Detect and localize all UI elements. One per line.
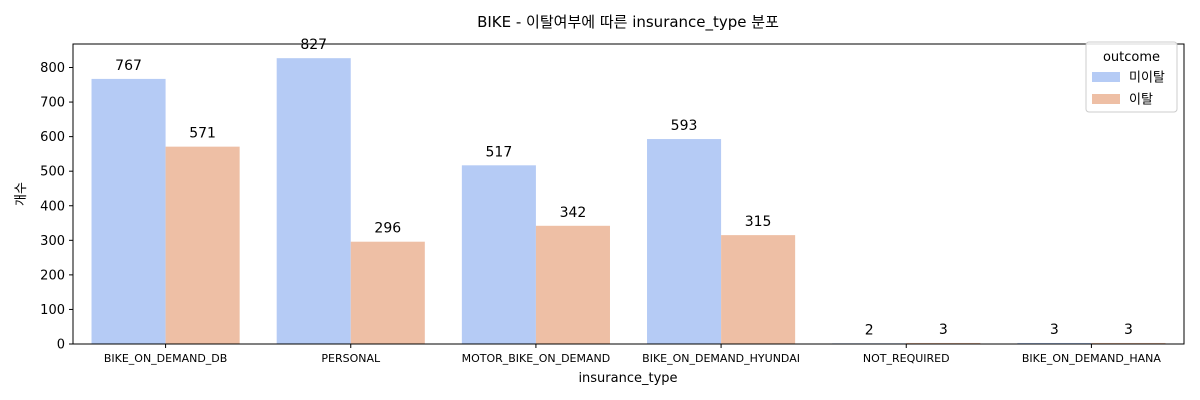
y-tick-label: 800 <box>40 61 65 76</box>
bar-value-label: 517 <box>486 144 513 160</box>
legend-entry-label: 이탈 <box>1129 93 1153 108</box>
bar-value-label: 296 <box>374 221 401 237</box>
bar-value-label: 3 <box>1050 322 1059 338</box>
legend-swatch <box>1092 72 1120 82</box>
bar-value-label: 2 <box>865 322 874 338</box>
bar-value-label: 767 <box>115 58 142 74</box>
x-tick-label: BIKE_ON_DEMAND_DB <box>104 352 228 365</box>
bar-value-label: 593 <box>671 118 698 134</box>
bar <box>276 58 351 345</box>
y-tick-label: 100 <box>40 303 65 318</box>
bar-value-label: 315 <box>745 214 772 230</box>
x-axis-label: insurance_type <box>578 371 677 386</box>
y-axis: 0 100 200 300 400 500 600 700 800 <box>40 61 73 353</box>
plot-frame <box>72 43 1185 345</box>
x-tick-label: BIKE_ON_DEMAND_HANA <box>1022 352 1162 365</box>
plot-area: 767 827 517 593 2 3 571 296 342 315 3 3 <box>72 37 1185 345</box>
bar-value-label: 3 <box>939 322 948 338</box>
y-tick-label: 0 <box>57 338 65 353</box>
y-tick-label: 700 <box>40 96 65 111</box>
legend-title: outcome <box>1103 50 1160 65</box>
bar-value-label: 827 <box>300 37 327 53</box>
x-tick-label: NOT_REQUIRED <box>863 352 950 365</box>
x-tick-label: BIKE_ON_DEMAND_HYUNDAI <box>642 352 800 365</box>
legend-swatch <box>1092 94 1120 104</box>
bar-value-label: 571 <box>189 126 216 142</box>
bar <box>1091 342 1166 344</box>
y-tick-label: 400 <box>40 199 65 214</box>
x-axis: BIKE_ON_DEMAND_DB PERSONAL MOTOR_BIKE_ON_D… <box>104 344 1162 365</box>
bar <box>906 342 981 344</box>
bar <box>91 78 166 344</box>
bar <box>721 235 796 344</box>
bar <box>461 165 536 344</box>
bar-value-label: 3 <box>1124 322 1133 338</box>
bar <box>165 146 240 344</box>
legend-entry-label: 미이탈 <box>1129 71 1165 86</box>
y-axis-label: 개수 <box>14 182 29 206</box>
bar <box>535 225 610 344</box>
y-tick-label: 200 <box>40 268 65 283</box>
bar <box>350 241 425 344</box>
bar-value-label: 342 <box>560 205 587 221</box>
chart-title: BIKE - 이탈여부에 따른 insurance_type 분포 <box>477 13 779 32</box>
bar <box>647 139 722 344</box>
bar <box>1017 342 1092 344</box>
y-tick-label: 600 <box>40 130 65 145</box>
x-tick-label: PERSONAL <box>321 352 381 365</box>
y-tick-label: 500 <box>40 165 65 180</box>
x-tick-label: MOTOR_BIKE_ON_DEMAND <box>462 352 611 365</box>
y-tick-label: 300 <box>40 234 65 249</box>
